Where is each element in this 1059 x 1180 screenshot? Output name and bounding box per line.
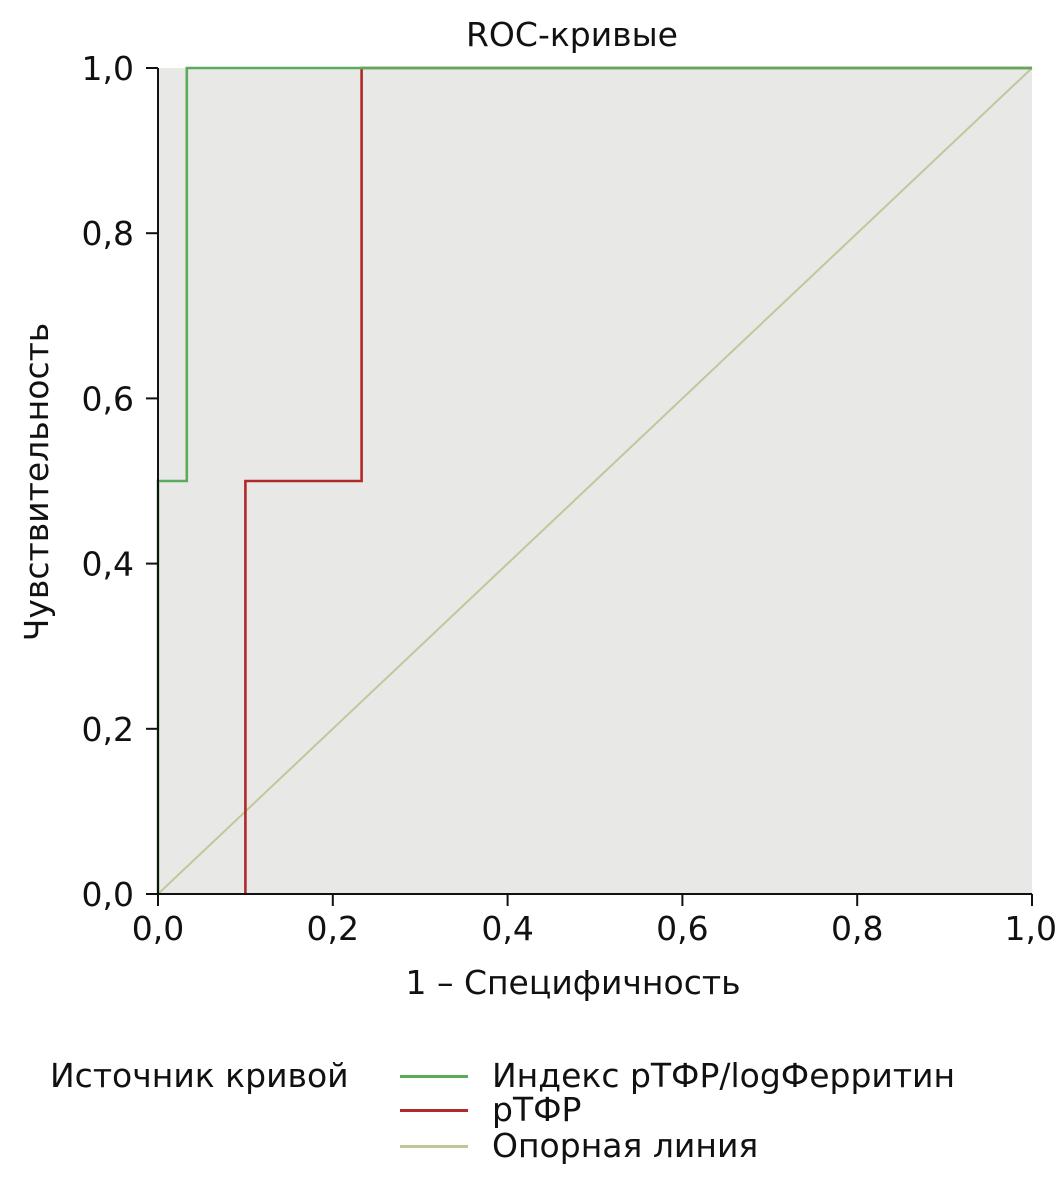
legend-label-rtfr: рТФР [492, 1090, 582, 1129]
x-axis-label: 1 – Специфичность [405, 963, 740, 1002]
legend-swatch-index [400, 1075, 468, 1078]
legend-label-index: Индекс рТФР/logФерритин [492, 1056, 956, 1095]
series-line-reference [157, 67, 1033, 895]
legend: Источник кривой Индекс рТФР/logФерритин … [50, 1050, 1050, 1170]
x-tick-label: 0,0 [132, 909, 184, 948]
y-tick-label: 0,4 [82, 545, 134, 584]
y-tick-label: 1,0 [82, 49, 134, 88]
y-axis-label: Чувствительность [17, 323, 56, 642]
x-tick-label: 0,8 [831, 909, 883, 948]
legend-swatch-rtfr [400, 1109, 468, 1112]
y-tick-label: 0,2 [82, 710, 134, 749]
y-tick-label: 0,0 [82, 875, 134, 914]
legend-label-reference: Опорная линия [492, 1126, 759, 1165]
x-tick-label: 0,4 [481, 909, 533, 948]
x-tick-label: 0,2 [307, 909, 359, 948]
ticks-layer: 0,0 0,2 0,4 0,6 0,8 1,0 0,0 0,2 0,4 0,6 0,8 1,0 [82, 49, 1057, 948]
y-tick-label: 0,6 [82, 379, 134, 418]
chart-title: ROC-кривые [466, 15, 678, 54]
legend-title: Источник кривой [50, 1056, 349, 1095]
x-tick-label: 1,0 [1005, 909, 1057, 948]
x-tick-label: 0,6 [656, 909, 708, 948]
legend-swatch-reference [400, 1145, 468, 1148]
axes-layer [157, 68, 1032, 895]
roc-chart: ROC-кривые 0,0 0,2 0,4 0,6 0,8 1,00,00,20,40,… [17, 15, 1057, 1002]
y-tick-label: 0,8 [82, 214, 134, 253]
